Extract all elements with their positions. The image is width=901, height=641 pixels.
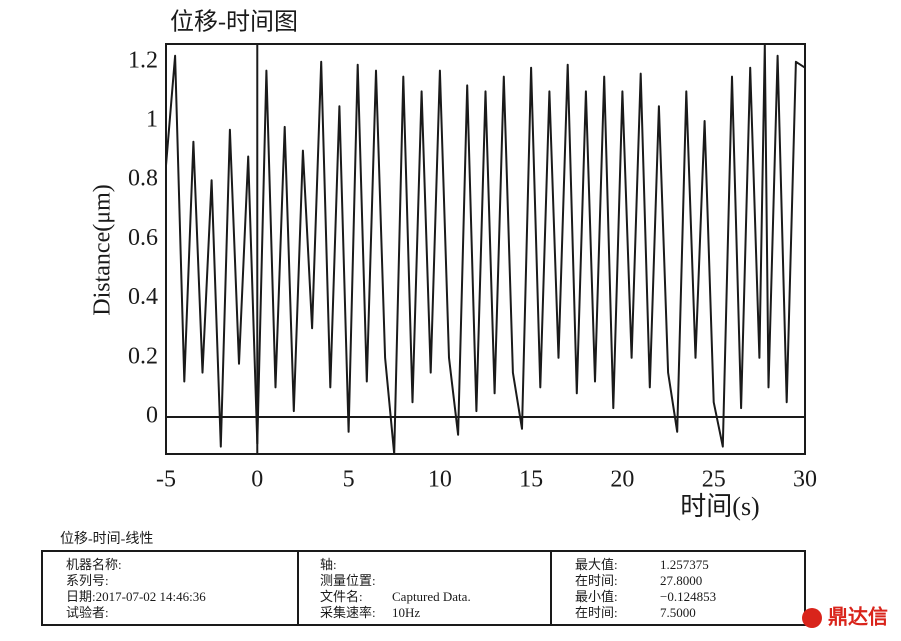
x-tick-label: 10 xyxy=(428,467,452,493)
x-tick-label: -5 xyxy=(156,467,176,493)
info-value: −0.124853 xyxy=(660,589,716,604)
watermark-logo xyxy=(802,608,822,628)
x-tick-label: 5 xyxy=(343,467,355,493)
x-tick-label: 0 xyxy=(251,467,263,493)
x-tick-label: 25 xyxy=(702,467,726,493)
y-tick-label: 0 xyxy=(146,402,158,428)
info-label: 在时间: xyxy=(575,605,618,620)
info-label: 最大值: xyxy=(575,557,618,572)
info-label: 最小值: xyxy=(575,589,618,604)
info-value: 10Hz xyxy=(392,605,420,620)
x-axis-label: 时间(s) xyxy=(680,492,759,521)
y-tick-label: 1.2 xyxy=(128,47,158,73)
y-tick-label: 0.8 xyxy=(128,166,158,192)
y-axis-label: Distance(μm) xyxy=(90,184,116,315)
info-field: 系列号: xyxy=(66,573,109,588)
x-tick-label: 30 xyxy=(793,467,817,493)
x-tick-label: 15 xyxy=(519,467,543,493)
info-label: 在时间: xyxy=(575,573,618,588)
watermark: 鼎达信 xyxy=(828,605,888,629)
y-tick-label: 0.4 xyxy=(128,284,158,310)
info-label: 轴: xyxy=(320,557,337,572)
chart-title: 位移-时间图 xyxy=(170,9,298,36)
y-tick-label: 0.6 xyxy=(128,225,158,251)
plot-frame xyxy=(165,43,806,455)
info-value: Captured Data. xyxy=(392,589,471,604)
x-tick-label: 20 xyxy=(610,467,634,493)
info-field: 试验者: xyxy=(66,605,109,620)
info-label: 采集速率: xyxy=(320,605,376,620)
y-tick-label: 0.2 xyxy=(128,343,158,369)
data-line xyxy=(165,43,806,455)
info-caption: 位移-时间-线性 xyxy=(60,531,153,547)
info-field: 日期:2017-07-02 14:46:36 xyxy=(66,589,206,604)
y-tick-label: 1 xyxy=(146,106,158,132)
info-value: 1.257375 xyxy=(660,557,709,572)
info-field: 机器名称: xyxy=(66,557,122,572)
info-label: 文件名: xyxy=(320,589,363,604)
info-value: 7.5000 xyxy=(660,605,696,620)
info-label: 测量位置: xyxy=(320,573,376,588)
info-value: 27.8000 xyxy=(660,573,702,588)
info-box xyxy=(41,550,806,626)
